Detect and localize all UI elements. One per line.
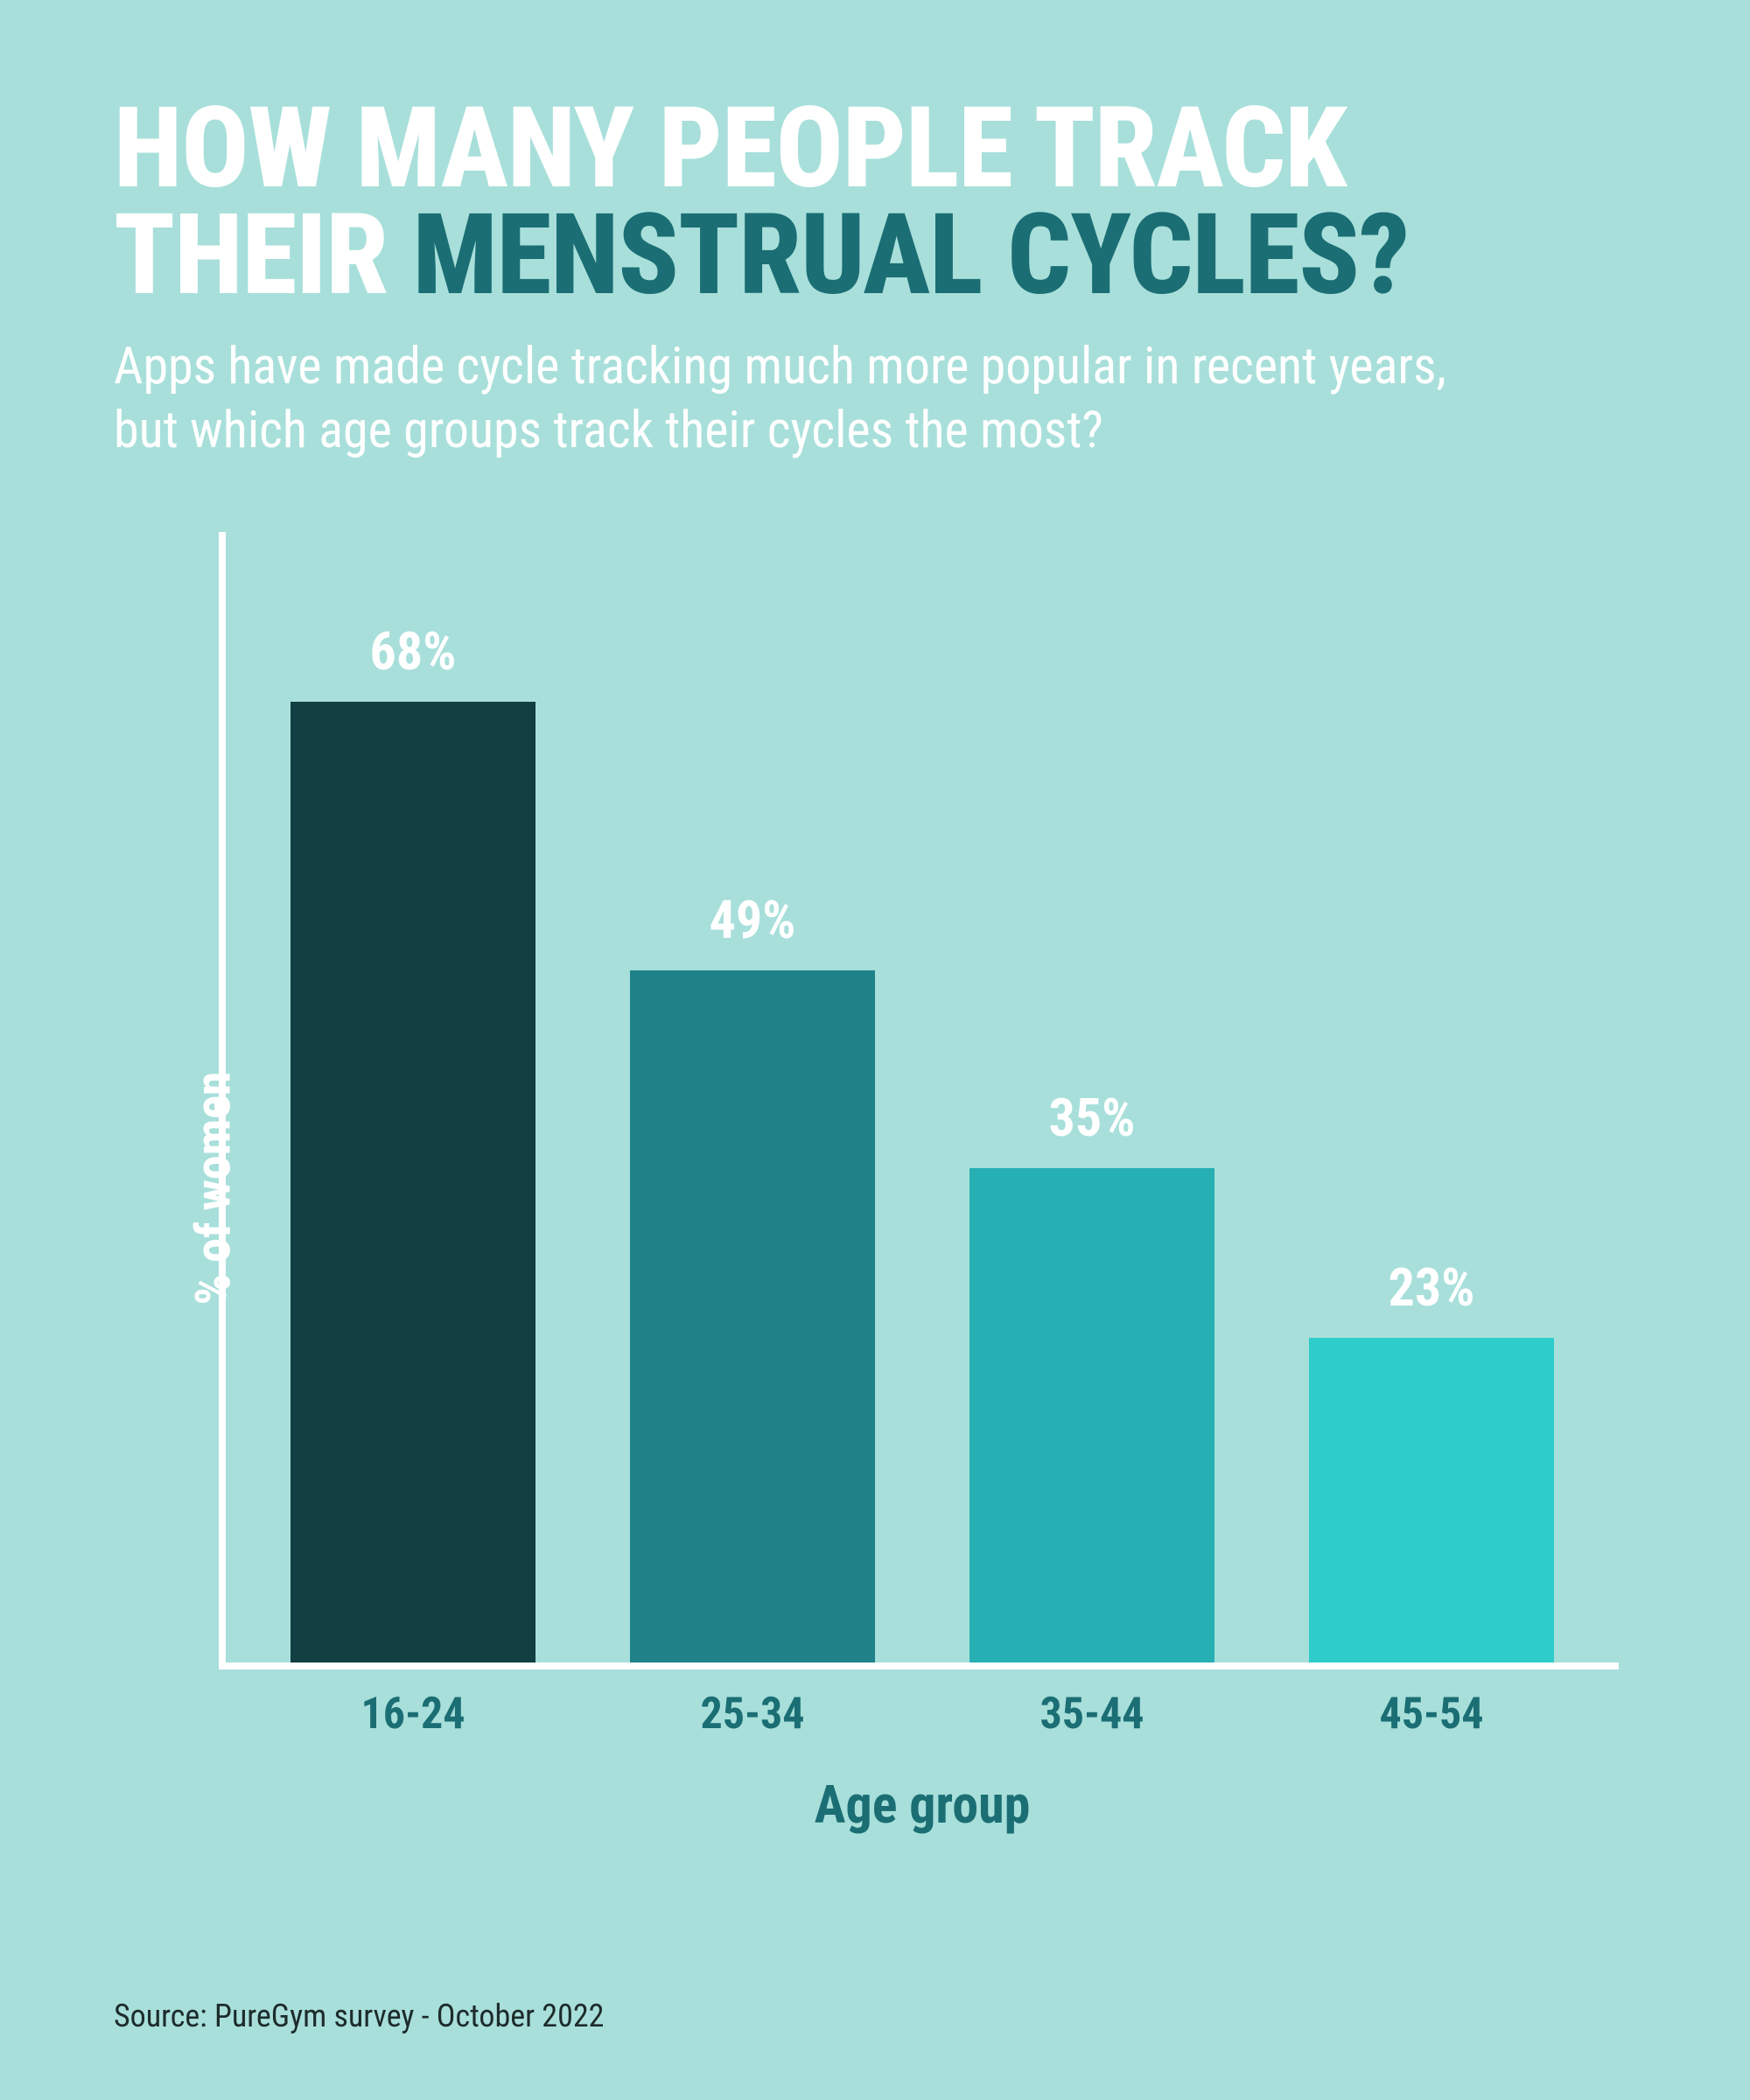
x-category-label: 45-54 — [1262, 1689, 1601, 1740]
page-subtitle: Apps have made cycle tracking much more … — [114, 335, 1496, 462]
bar-value-label: 23% — [1389, 1256, 1475, 1319]
x-axis-title: Age group — [226, 1774, 1619, 1836]
bar-value-label: 68% — [370, 620, 457, 682]
x-labels: 16-24 25-34 35-44 45-54 — [226, 1689, 1619, 1740]
bar-slot: 35% — [922, 532, 1262, 1662]
bar-slot: 23% — [1262, 532, 1601, 1662]
infographic-page: HOW MANY PEOPLE TRACK THEIR MENSTRUAL CY… — [0, 0, 1750, 2100]
title-part2: MENSTRUAL CYCLES? — [413, 190, 1410, 321]
page-title: HOW MANY PEOPLE TRACK THEIR MENSTRUAL CY… — [114, 96, 1636, 309]
bar-value-label: 35% — [1049, 1087, 1136, 1149]
bar — [1309, 1338, 1553, 1662]
bar-chart: % of women 68% 49% 35% 23% 16-24 25-3 — [149, 532, 1619, 1844]
source-attribution: Source: PureGym survey - October 2022 — [114, 1998, 604, 2034]
x-category-label: 25-34 — [583, 1689, 922, 1740]
bar — [290, 702, 535, 1662]
bar-slot: 49% — [583, 532, 922, 1662]
y-axis-line — [219, 532, 226, 1670]
plot-area: 68% 49% 35% 23% — [226, 532, 1619, 1662]
bar-value-label: 49% — [710, 889, 796, 951]
bar — [630, 970, 874, 1662]
bar — [970, 1168, 1214, 1662]
x-category-label: 35-44 — [922, 1689, 1262, 1740]
x-category-label: 16-24 — [243, 1689, 583, 1740]
x-axis-line — [219, 1662, 1619, 1670]
bar-slot: 68% — [243, 532, 583, 1662]
